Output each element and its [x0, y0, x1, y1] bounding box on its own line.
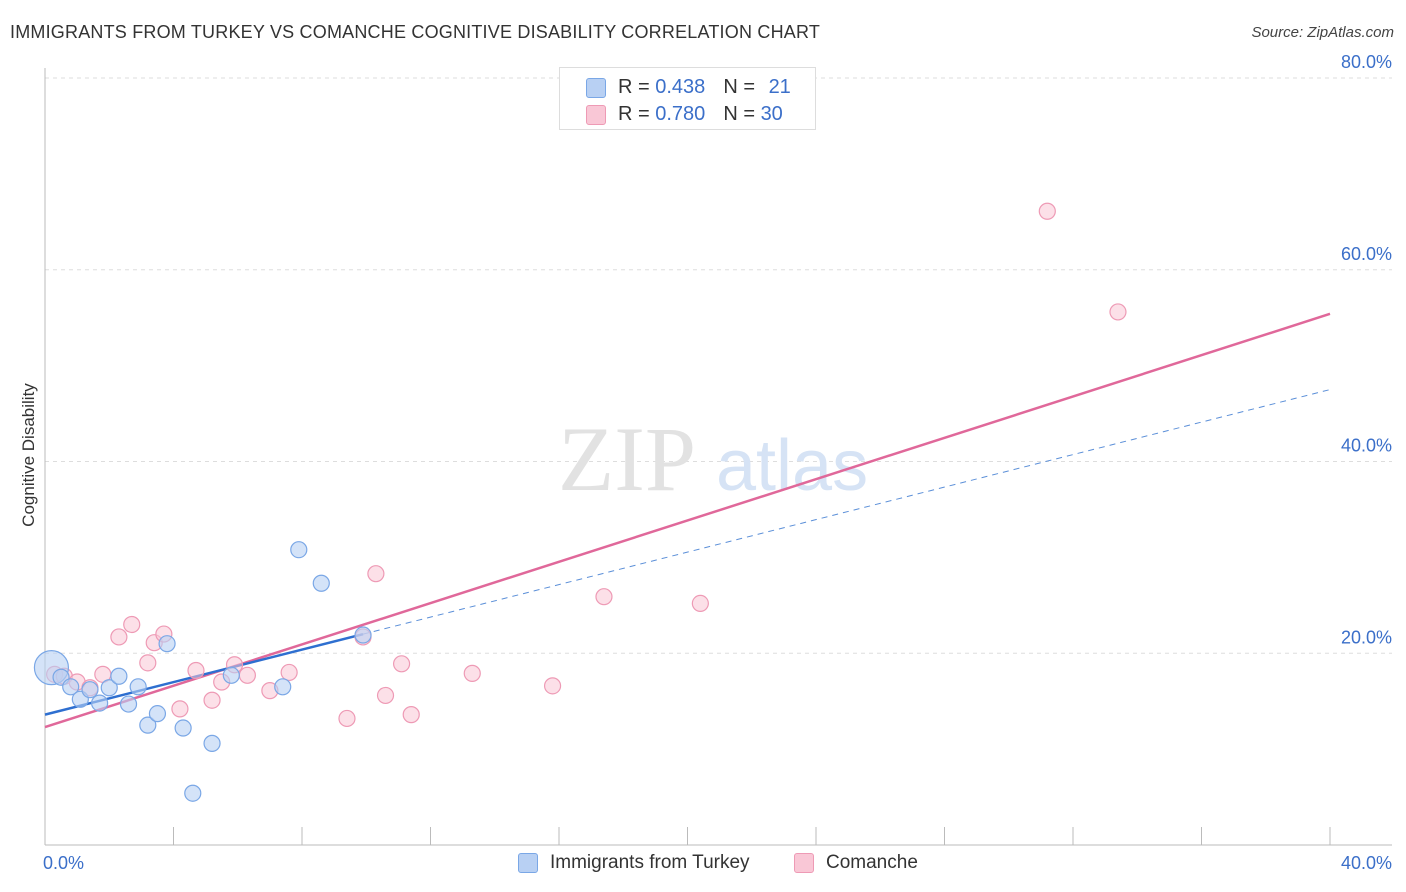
data-point-turkey	[62, 678, 80, 696]
legend-n-label: N =	[723, 76, 761, 98]
data-point-turkey	[158, 635, 176, 653]
legend-r-value: 0.780	[655, 103, 706, 125]
data-point-turkey	[354, 626, 372, 644]
watermark: ZIP atlas	[558, 408, 868, 510]
legend-item-turkey: Immigrants from Turkey	[518, 852, 750, 874]
data-point-comanche	[238, 666, 256, 684]
data-point-comanche	[392, 655, 411, 673]
data-point-turkey	[203, 734, 221, 752]
data-point-comanche	[280, 663, 298, 682]
correlation-legend: R = 0.438 N = 21 R = 0.780 N = 30	[559, 67, 816, 130]
data-point-comanche	[595, 588, 613, 606]
data-point-comanche	[543, 677, 562, 695]
data-point-comanche	[367, 565, 385, 583]
legend-n-value: 21	[768, 76, 791, 98]
data-point-comanche	[338, 709, 356, 728]
legend-label-turkey: Immigrants from Turkey	[550, 852, 750, 873]
data-point-turkey	[119, 695, 138, 713]
data-point-comanche	[463, 664, 481, 682]
data-point-comanche	[203, 691, 221, 709]
data-point-comanche	[187, 661, 205, 680]
y-tick-label: 20.0%	[1341, 627, 1392, 647]
data-point-comanche	[123, 615, 141, 634]
data-point-turkey	[100, 679, 118, 697]
data-point-turkey	[222, 666, 240, 684]
legend-n-label: N =	[723, 103, 761, 125]
data-point-comanche	[171, 700, 189, 718]
watermark-zip: ZIP	[558, 408, 696, 510]
legend-swatch-comanche	[586, 104, 606, 125]
legend-n-value: 30	[760, 103, 783, 125]
data-point-comanche	[376, 686, 395, 705]
data-point-turkey	[184, 784, 202, 802]
legend-r-label: R =	[618, 103, 656, 125]
data-point-turkey	[312, 574, 330, 592]
data-point-comanche	[139, 654, 157, 672]
data-point-turkey	[274, 678, 292, 696]
legend-swatch-comanche	[794, 853, 814, 873]
legend-r-label: R =	[618, 76, 656, 98]
legend-row-comanche: R = 0.780 N = 30	[586, 103, 783, 126]
data-point-comanche	[691, 594, 709, 612]
y-tick-label: 60.0%	[1341, 244, 1392, 264]
trendline-comanche	[44, 312, 1331, 729]
legend-item-comanche: Comanche	[794, 852, 918, 874]
data-point-comanche	[402, 706, 420, 724]
data-point-turkey	[91, 694, 109, 712]
x-tick-label: 40.0%	[1341, 853, 1392, 873]
legend-row-turkey: R = 0.438 N = 21	[586, 76, 791, 99]
data-point-turkey	[129, 678, 147, 696]
chart-title: IMMIGRANTS FROM TURKEY VS COMANCHE COGNI…	[10, 22, 821, 42]
legend-label-comanche: Comanche	[826, 852, 918, 873]
y-tick-label: 80.0%	[1341, 52, 1392, 72]
data-point-comanche	[1038, 202, 1056, 220]
legend-swatch-turkey	[586, 77, 606, 98]
legend-r-value: 0.438	[655, 76, 706, 98]
data-point-comanche	[110, 628, 128, 646]
watermark-atlas: atlas	[716, 426, 868, 506]
x-tick-label: 0.0%	[43, 853, 84, 873]
y-tick-label: 40.0%	[1341, 436, 1392, 456]
data-point-turkey	[139, 716, 157, 734]
trendline-turkey-extrapolated	[362, 389, 1331, 635]
data-point-turkey	[290, 541, 308, 559]
data-point-turkey	[110, 667, 128, 685]
data-point-turkey	[174, 719, 192, 737]
legend-swatch-turkey	[518, 853, 538, 873]
y-axis-label: Cognitive Disability	[19, 383, 38, 527]
data-point-turkey	[148, 705, 167, 723]
source-label: Source: ZipAtlas.com	[1251, 24, 1394, 41]
data-point-turkey	[81, 681, 99, 699]
data-point-comanche	[1109, 303, 1127, 321]
